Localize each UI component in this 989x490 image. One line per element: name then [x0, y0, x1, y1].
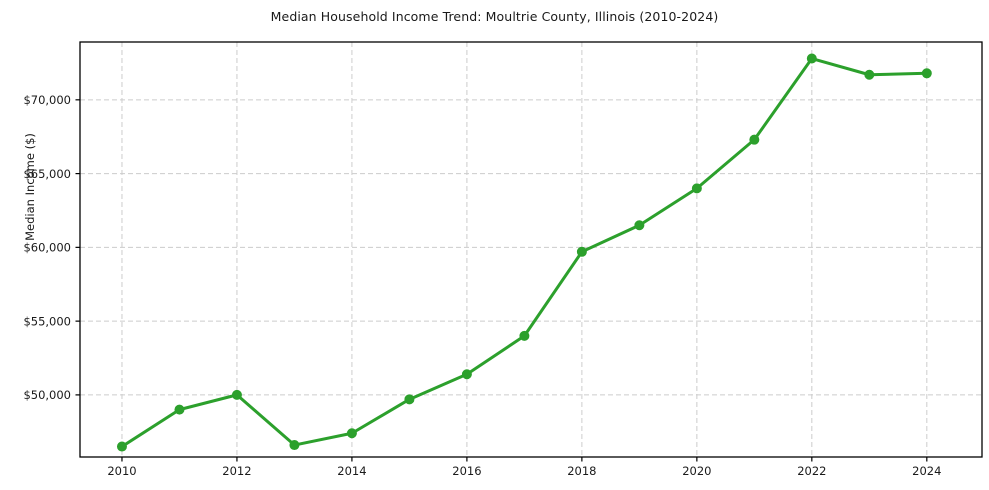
x-tick-label: 2016 — [452, 464, 481, 478]
chart-title: Median Household Income Trend: Moultrie … — [270, 9, 719, 24]
x-tick-label: 2020 — [682, 464, 711, 478]
data-point-marker — [461, 369, 472, 380]
y-tick-label: $50,000 — [23, 388, 71, 402]
data-point-marker — [576, 246, 587, 257]
x-tick-label: 2014 — [337, 464, 366, 478]
gridlines — [80, 42, 982, 457]
data-point-marker — [231, 389, 242, 400]
x-tick-label: 2012 — [222, 464, 251, 478]
x-tick-label: 2010 — [107, 464, 136, 478]
y-tick-label: $60,000 — [23, 241, 71, 255]
data-point-marker — [346, 428, 357, 439]
y-tick-label: $65,000 — [23, 167, 71, 181]
series-line-median-household-income — [120, 57, 929, 449]
data-point-marker — [289, 440, 300, 451]
x-tick-label: 2024 — [912, 464, 941, 478]
data-point-marker — [806, 53, 817, 64]
data-point-marker — [864, 69, 875, 80]
x-tick-label: 2018 — [567, 464, 596, 478]
data-point-marker — [634, 220, 645, 231]
data-line-series — [120, 57, 929, 449]
data-point-marker — [404, 394, 415, 405]
y-tick-label: $70,000 — [23, 93, 71, 107]
plot-frame — [79, 41, 983, 458]
data-point-marker — [519, 330, 530, 341]
data-point-marker — [749, 134, 760, 145]
x-tick-label: 2022 — [797, 464, 826, 478]
axis-tick-labels: $50,000 $55,000 $60,000 $65,000 $70,000 2010 2… — [23, 93, 941, 478]
axis-ticks — [75, 99, 928, 462]
axes-frame — [79, 41, 983, 458]
y-tick-label: $55,000 — [23, 314, 71, 328]
data-point-marker — [691, 183, 702, 194]
data-point-markers — [116, 53, 932, 452]
data-point-marker — [116, 441, 127, 452]
data-point-marker — [174, 404, 185, 415]
data-point-marker — [921, 68, 932, 79]
